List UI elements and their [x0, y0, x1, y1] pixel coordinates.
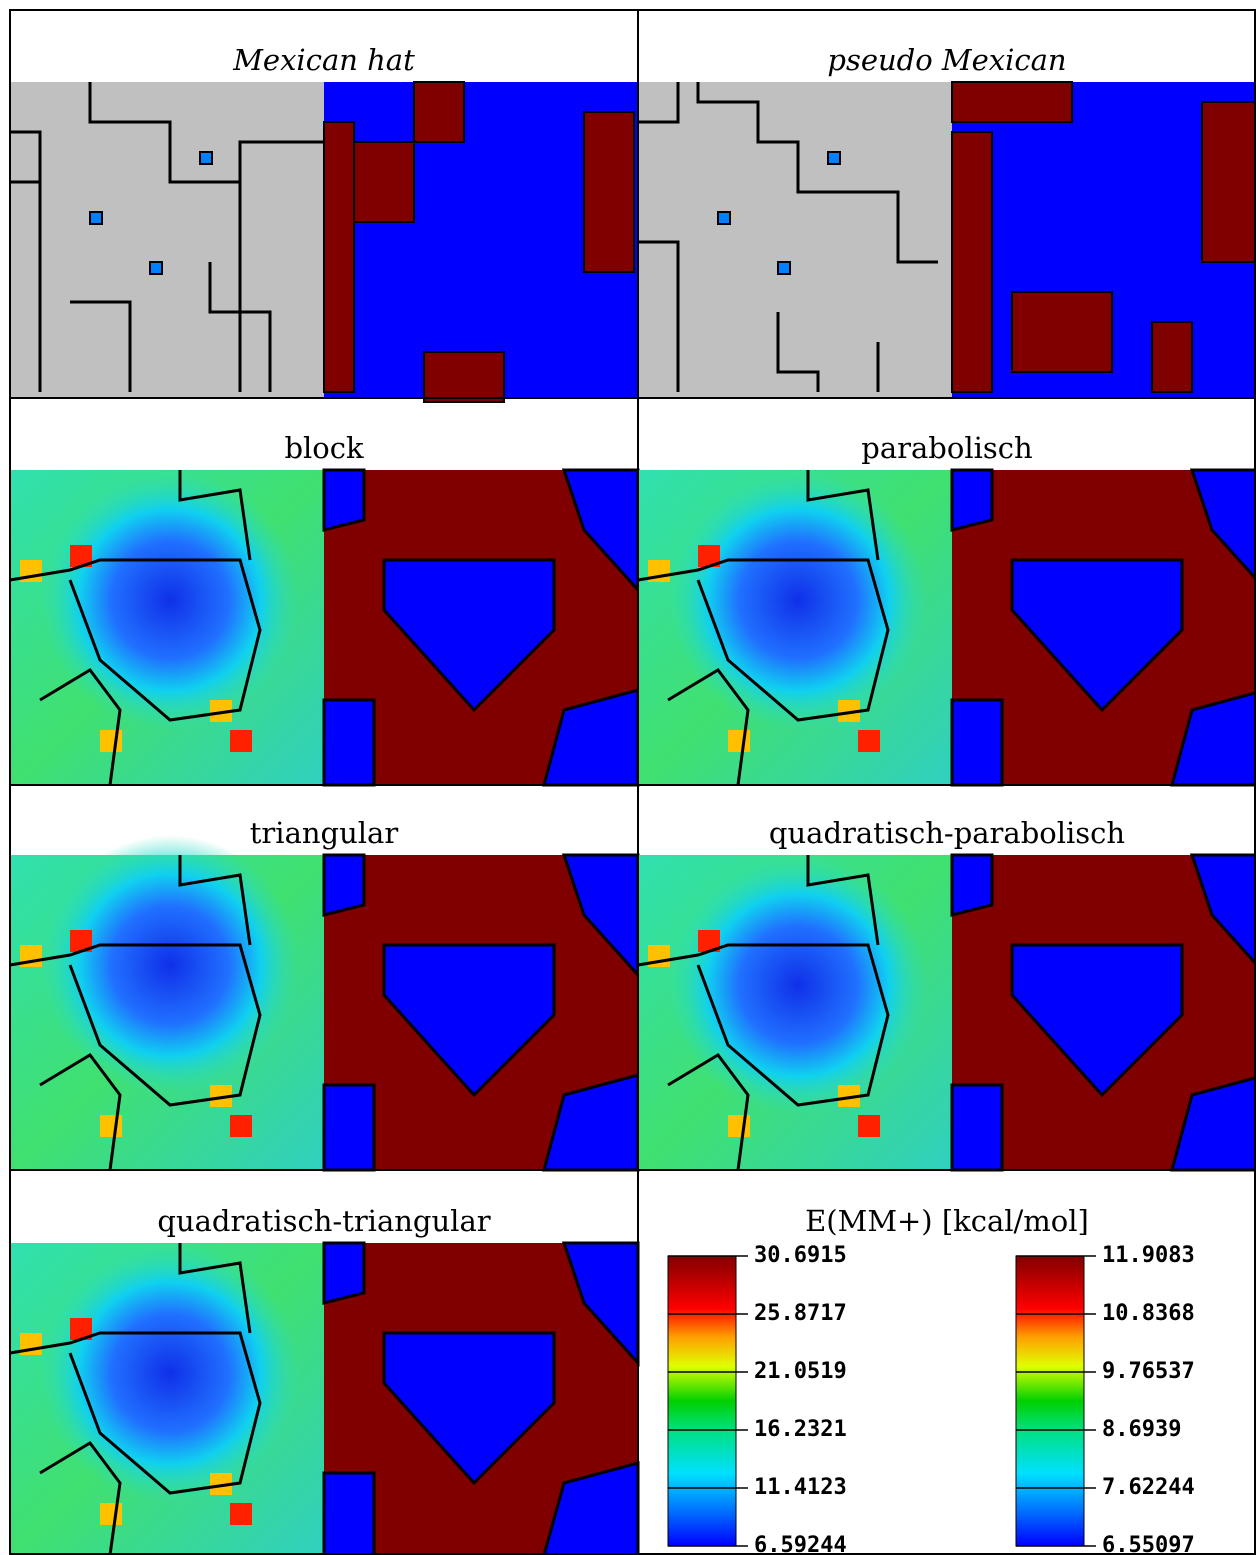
cell — [717, 211, 731, 225]
contour — [9, 943, 262, 1107]
colorbar-label: 9.76537 — [1102, 1359, 1195, 1384]
panel-title: Mexican hat — [232, 43, 415, 77]
cell — [777, 261, 791, 275]
contour — [39, 470, 252, 786]
hot-cell — [100, 730, 122, 752]
hot-cell — [728, 1115, 750, 1137]
contour — [9, 558, 262, 722]
contour — [637, 558, 890, 722]
hot-cell — [728, 730, 750, 752]
hot-cell — [70, 1318, 92, 1340]
hot-cell — [100, 1115, 122, 1137]
colorbar-label: 11.4123 — [754, 1475, 847, 1500]
hot-cell — [210, 1473, 232, 1495]
hot-cell — [698, 545, 720, 567]
colorbar-label: 21.0519 — [754, 1359, 847, 1384]
colorbar-label: 30.6915 — [754, 1243, 847, 1268]
colorbar-label: 6.59244 — [754, 1533, 847, 1555]
hot-cell — [70, 545, 92, 567]
hot-cell — [698, 930, 720, 952]
heatmap-left — [638, 82, 952, 398]
contour — [667, 855, 880, 1171]
region — [583, 111, 635, 273]
hot-cell — [858, 1115, 880, 1137]
contour — [38, 182, 272, 392]
contour — [10, 82, 324, 184]
region — [1011, 291, 1113, 373]
region — [323, 121, 355, 393]
contour — [638, 240, 880, 392]
colorbar-label: 7.62244 — [1102, 1475, 1195, 1500]
panel-title: parabolisch — [861, 431, 1032, 465]
contour — [39, 855, 252, 1171]
colorbar-label: 11.9083 — [1102, 1243, 1195, 1268]
colorbar-label: 25.8717 — [754, 1301, 847, 1326]
colorbar-label: 6.55097 — [1102, 1533, 1195, 1555]
hot-cell — [838, 1085, 860, 1107]
contour — [667, 470, 880, 786]
contour — [9, 1331, 262, 1495]
colorbar — [667, 1255, 737, 1547]
region — [1201, 101, 1256, 263]
panel-title: quadratisch-triangular — [157, 1204, 490, 1238]
cell — [199, 151, 213, 165]
cell — [149, 261, 163, 275]
region — [423, 351, 505, 403]
panel-title: pseudo Mexican — [827, 43, 1066, 77]
hot-cell — [230, 1115, 252, 1137]
hot-cell — [858, 730, 880, 752]
region — [1151, 321, 1193, 393]
heatmap-left — [10, 82, 324, 398]
cell — [827, 151, 841, 165]
contour — [39, 1243, 252, 1555]
panel-title: triangular — [250, 816, 399, 850]
contour — [638, 82, 938, 264]
panel-title: block — [284, 431, 364, 465]
colorbar-label: 10.8368 — [1102, 1301, 1195, 1326]
colorbar-label: 8.6939 — [1102, 1417, 1181, 1442]
table-frame — [9, 9, 1256, 1555]
hot-cell — [230, 730, 252, 752]
colorbar-label: 16.2321 — [754, 1417, 847, 1442]
colorbar — [1015, 1255, 1085, 1547]
region — [413, 81, 465, 143]
region — [951, 81, 1073, 123]
legend-title: E(MM+) [kcal/mol] — [805, 1204, 1089, 1238]
energy-well — [40, 835, 300, 1095]
region — [951, 131, 993, 393]
hot-cell — [838, 700, 860, 722]
contour — [637, 943, 890, 1107]
hot-cell — [70, 930, 92, 952]
region — [353, 141, 415, 223]
hot-cell — [210, 1085, 232, 1107]
hot-cell — [210, 700, 232, 722]
hot-cell — [230, 1503, 252, 1525]
panel-title: quadratisch-parabolisch — [769, 816, 1125, 850]
hot-cell — [100, 1503, 122, 1525]
cell — [89, 211, 103, 225]
